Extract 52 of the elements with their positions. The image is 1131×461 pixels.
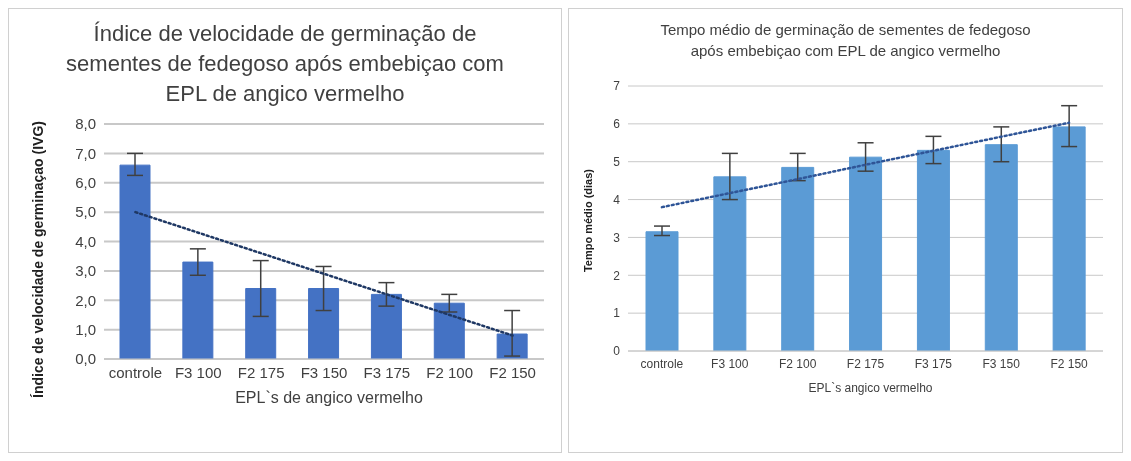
x-tick-label: controle bbox=[108, 363, 163, 381]
x-tick-label: F2 175 bbox=[237, 363, 285, 381]
y-tick-label: 5,0 bbox=[75, 203, 96, 221]
y-axis-title: Tempo médio (dias) bbox=[582, 169, 594, 273]
bar bbox=[645, 231, 679, 351]
bar bbox=[119, 164, 151, 359]
bar bbox=[916, 149, 950, 351]
y-tick-label: 2,0 bbox=[75, 291, 96, 309]
y-tick-label: 4 bbox=[613, 192, 621, 207]
bar bbox=[984, 144, 1018, 351]
y-tick-label: 0,0 bbox=[75, 350, 96, 368]
bar bbox=[849, 156, 883, 351]
y-tick-label: 7,0 bbox=[75, 144, 96, 162]
bar bbox=[433, 302, 465, 359]
x-axis-title: EPL`s de angico vermelho bbox=[234, 389, 424, 407]
x-tick-label: F2 100 bbox=[426, 363, 474, 381]
line-series bbox=[134, 210, 514, 337]
x-tick-label: F2 100 bbox=[778, 356, 817, 371]
bar bbox=[781, 166, 815, 351]
y-tick-label: 5 bbox=[613, 154, 621, 169]
x-tick-label: F2 150 bbox=[489, 363, 536, 381]
y-tick-label: 7 bbox=[613, 79, 621, 94]
bar bbox=[370, 293, 402, 359]
x-tick-label: F2 150 bbox=[1050, 356, 1089, 371]
chart-title: Índice de velocidade de germinação de sementes de fedegoso após embebiçao com EPL de angico vermelho bbox=[65, 20, 505, 108]
bar bbox=[308, 288, 340, 359]
bar bbox=[245, 288, 277, 359]
chart-title: Tempo médio de germinação de sementes de fedegoso após embebiçao com EPL de angico vermelho bbox=[659, 20, 1032, 61]
line-series bbox=[660, 121, 1071, 209]
x-tick-label: F3 175 bbox=[363, 363, 411, 381]
y-tick-label: 1 bbox=[613, 306, 621, 321]
x-axis-title: EPL`s angico vermelho bbox=[807, 381, 934, 395]
x-tick-label: controle bbox=[640, 356, 684, 371]
y-tick-label: 0 bbox=[613, 344, 621, 359]
y-axis-title: Índice de velocidade de germinaçao (IVG) bbox=[30, 120, 46, 398]
bar bbox=[1052, 126, 1086, 351]
x-tick-label: F3 150 bbox=[300, 363, 348, 381]
y-tick-label: 1,0 bbox=[75, 320, 96, 338]
y-tick-label: 6 bbox=[613, 117, 621, 132]
x-tick-label: F3 150 bbox=[982, 356, 1021, 371]
y-tick-label: 4,0 bbox=[75, 232, 96, 250]
y-tick-label: 8,0 bbox=[75, 115, 96, 133]
x-tick-label: F3 100 bbox=[711, 356, 749, 371]
y-tick-label: 3 bbox=[613, 230, 621, 245]
x-tick-label: F3 100 bbox=[174, 363, 222, 381]
bar bbox=[182, 261, 214, 359]
bar bbox=[713, 176, 747, 351]
y-tick-label: 2 bbox=[613, 268, 621, 283]
x-tick-label: F2 175 bbox=[846, 356, 885, 371]
x-tick-label: F3 175 bbox=[914, 356, 953, 371]
y-tick-label: 3,0 bbox=[75, 262, 96, 280]
y-tick-label: 6,0 bbox=[75, 174, 96, 192]
